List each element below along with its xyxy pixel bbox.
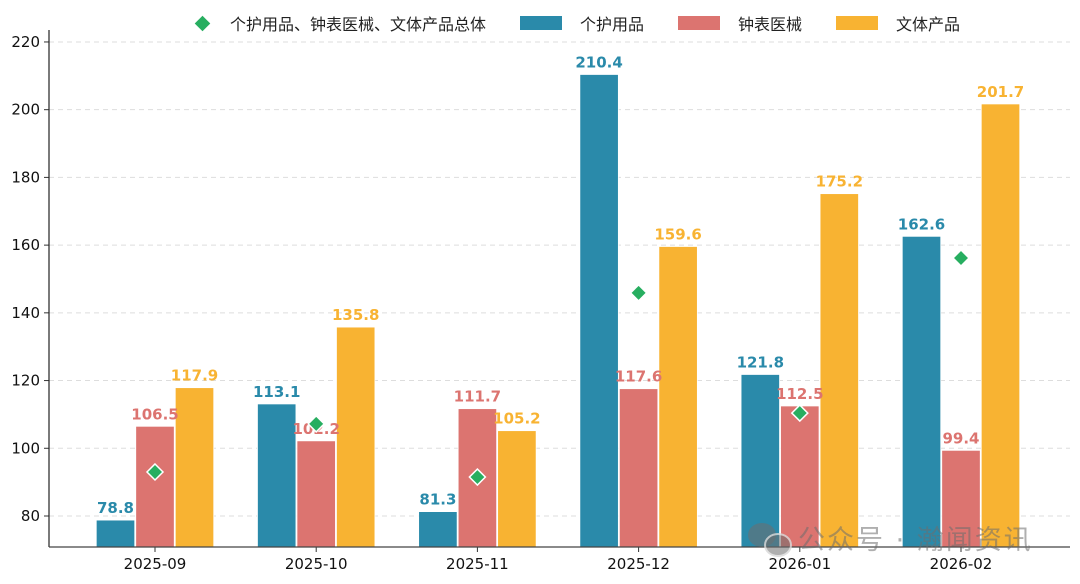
data-label: 81.3 (419, 491, 456, 509)
wechat-icon (748, 521, 792, 557)
bar[interactable] (257, 403, 297, 548)
data-labels: 78.8106.5117.9113.1102.2135.881.3111.710… (97, 53, 1024, 517)
data-label: 106.5 (131, 405, 178, 423)
bar[interactable] (418, 511, 458, 548)
y-tick-label: 120 (11, 372, 40, 390)
y-tick-label: 160 (11, 236, 40, 254)
x-tick-label: 2025-11 (446, 555, 509, 573)
diamond-marker-icon[interactable] (951, 248, 971, 268)
data-label: 111.7 (454, 388, 501, 406)
bar[interactable] (658, 246, 698, 548)
data-label: 121.8 (737, 353, 784, 371)
x-tick-label: 2026-02 (930, 555, 993, 573)
bar[interactable] (296, 440, 336, 548)
y-tick-label: 100 (11, 439, 40, 457)
data-label: 175.2 (816, 173, 863, 191)
x-axis: 2025-09 2025-10 2025-11 2025-12 2026-01 2026-… (49, 546, 1070, 573)
data-label: 99.4 (942, 429, 979, 447)
x-tick-label: 2025-10 (285, 555, 348, 573)
total-markers (145, 248, 971, 487)
legend: 个护用品、钟表医械、文体产品总体 个护用品 钟表医械 文体产品 (190, 10, 994, 36)
data-label: 112.5 (776, 385, 823, 403)
bar[interactable] (174, 387, 215, 548)
bar[interactable] (980, 103, 1021, 548)
data-label: 201.7 (977, 83, 1024, 101)
data-label: 113.1 (253, 383, 300, 401)
bar-swatch-icon (836, 16, 879, 30)
data-label: 105.2 (493, 410, 540, 428)
y-tick-label: 200 (11, 101, 40, 119)
x-tick-label: 2026-01 (768, 555, 831, 573)
x-tick-label: 2025-12 (607, 555, 670, 573)
y-tick-label: 220 (11, 33, 40, 51)
bar[interactable] (618, 388, 659, 548)
legend-label: 个护用品 (580, 15, 645, 34)
legend-item-watches-medical[interactable]: 钟表医械 (678, 11, 802, 35)
legend-item-stationery-sports[interactable]: 文体产品 (836, 11, 960, 35)
bar[interactable] (95, 519, 136, 548)
gridlines (49, 41, 1070, 517)
y-tick-label: 80 (21, 507, 40, 525)
bar[interactable] (901, 235, 942, 548)
diamond-marker-icon[interactable] (629, 283, 648, 302)
y-tick-label: 180 (11, 168, 40, 186)
diamond-marker-icon (194, 15, 211, 31)
data-label: 162.6 (898, 215, 945, 233)
diamond-marker-icon[interactable] (307, 414, 326, 433)
data-label: 210.4 (575, 53, 622, 71)
data-label: 159.6 (654, 225, 701, 243)
bar[interactable] (135, 425, 175, 548)
legend-item-personal-care[interactable]: 个护用品 (520, 11, 644, 35)
watermark-text: 公众号 · 瀚闻资讯 (798, 525, 1033, 556)
y-tick-label: 140 (11, 304, 40, 322)
diamond-marker-icon[interactable] (145, 462, 165, 482)
legend-label: 钟表医械 (738, 15, 803, 34)
data-label: 78.8 (97, 499, 134, 517)
diamond-marker-icon[interactable] (790, 404, 809, 423)
bar-swatch-icon (520, 16, 563, 30)
legend-label: 个护用品、钟表医械、文体产品总体 (230, 15, 487, 34)
bar[interactable] (819, 193, 859, 548)
legend-item-total[interactable]: 个护用品、钟表医械、文体产品总体 (190, 11, 486, 35)
bar[interactable] (497, 430, 537, 548)
data-label: 117.9 (171, 367, 218, 385)
watermark: 公众号 · 瀚闻资讯 (748, 518, 1033, 557)
legend-label: 文体产品 (896, 15, 961, 34)
bar-swatch-icon (678, 16, 721, 30)
y-axis: 80 100 120 140 160 180 200 220 (11, 30, 50, 547)
data-label: 117.6 (615, 368, 662, 386)
bar[interactable] (579, 74, 619, 548)
x-tick-label: 2025-09 (124, 555, 187, 573)
bar-series (95, 74, 1021, 548)
bar[interactable] (336, 326, 376, 548)
data-label: 135.8 (332, 306, 379, 324)
diamond-marker-icon[interactable] (468, 468, 487, 487)
